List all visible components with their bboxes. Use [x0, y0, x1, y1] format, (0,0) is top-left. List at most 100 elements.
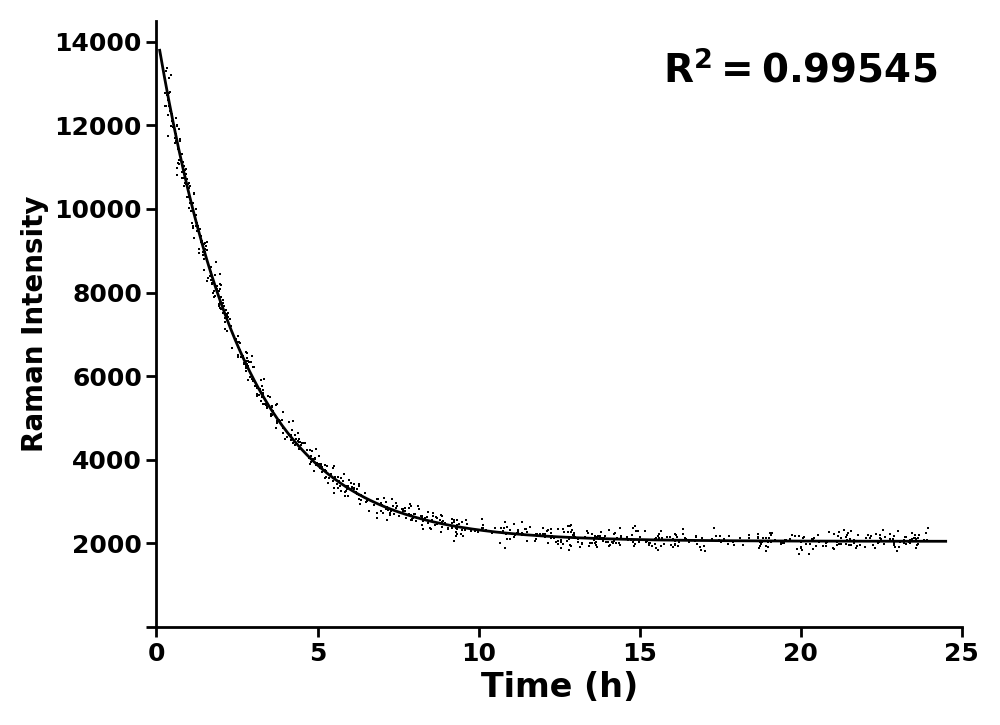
Point — [382, 509, 398, 521]
Point — [220, 312, 236, 323]
Point — [825, 542, 841, 554]
Point — [191, 244, 207, 255]
Point — [169, 119, 185, 130]
Point — [653, 540, 669, 552]
Point — [174, 148, 190, 160]
Point — [417, 512, 433, 523]
Point — [239, 347, 255, 359]
Point — [860, 529, 876, 541]
Point — [429, 517, 445, 529]
Point — [712, 530, 728, 542]
Point — [308, 443, 324, 455]
Point — [386, 507, 402, 519]
Point — [587, 537, 603, 549]
Point — [204, 277, 220, 289]
Point — [543, 527, 559, 539]
Point — [773, 537, 789, 549]
Point — [463, 525, 479, 536]
Point — [868, 528, 884, 539]
Point — [502, 533, 518, 544]
Point — [819, 536, 835, 548]
Point — [402, 498, 418, 510]
Point — [168, 135, 184, 146]
Point — [249, 382, 265, 394]
Point — [208, 256, 224, 268]
Point — [332, 481, 348, 492]
Point — [206, 285, 222, 297]
Point — [281, 428, 297, 440]
Point — [420, 506, 436, 518]
Point — [675, 529, 691, 540]
Point — [320, 478, 336, 489]
Point — [810, 529, 826, 541]
Point — [159, 62, 175, 74]
Point — [758, 540, 774, 552]
Point — [330, 471, 346, 483]
Point — [245, 376, 261, 387]
Point — [160, 94, 176, 106]
Point — [177, 165, 193, 176]
Point — [902, 534, 918, 546]
Point — [185, 220, 201, 231]
Point — [446, 536, 462, 547]
Point — [708, 535, 724, 547]
Point — [805, 543, 821, 555]
Point — [171, 154, 187, 165]
Point — [818, 540, 834, 552]
Point — [366, 499, 382, 510]
Point — [219, 309, 235, 320]
Point — [467, 526, 483, 537]
Point — [911, 529, 927, 541]
Point — [258, 399, 274, 411]
Point — [263, 410, 279, 422]
Point — [550, 536, 566, 547]
Point — [484, 527, 500, 539]
Point — [522, 521, 538, 532]
Point — [379, 502, 395, 513]
Point — [240, 360, 256, 372]
Point — [566, 531, 582, 542]
Point — [675, 534, 691, 545]
Point — [389, 500, 405, 512]
Point — [284, 432, 300, 444]
Point — [811, 536, 827, 547]
Point — [590, 531, 606, 542]
Point — [755, 535, 771, 547]
Point — [335, 475, 351, 486]
Point — [761, 532, 777, 544]
Point — [181, 190, 197, 202]
Point — [626, 541, 642, 552]
Point — [651, 532, 667, 544]
Point — [394, 504, 410, 515]
Point — [177, 177, 193, 189]
Point — [754, 536, 770, 547]
X-axis label: Time (h): Time (h) — [481, 671, 638, 704]
Point — [203, 267, 219, 278]
Point — [587, 530, 603, 542]
Point — [641, 539, 657, 551]
Point — [336, 468, 352, 480]
Point — [678, 534, 694, 545]
Point — [831, 526, 847, 538]
Point — [346, 482, 362, 494]
Point — [896, 534, 912, 545]
Point — [492, 526, 508, 538]
Point — [826, 528, 842, 539]
Point — [428, 511, 444, 523]
Point — [667, 528, 683, 539]
Point — [163, 120, 179, 131]
Point — [806, 532, 822, 544]
Point — [382, 507, 398, 518]
Point — [906, 531, 922, 543]
Point — [656, 538, 672, 550]
Point — [198, 240, 214, 252]
Point — [297, 437, 313, 449]
Point — [403, 500, 419, 512]
Point — [264, 410, 280, 421]
Point — [763, 529, 779, 541]
Point — [517, 523, 533, 535]
Point — [203, 274, 219, 286]
Point — [168, 112, 184, 124]
Point — [288, 433, 304, 444]
Point — [510, 526, 526, 537]
